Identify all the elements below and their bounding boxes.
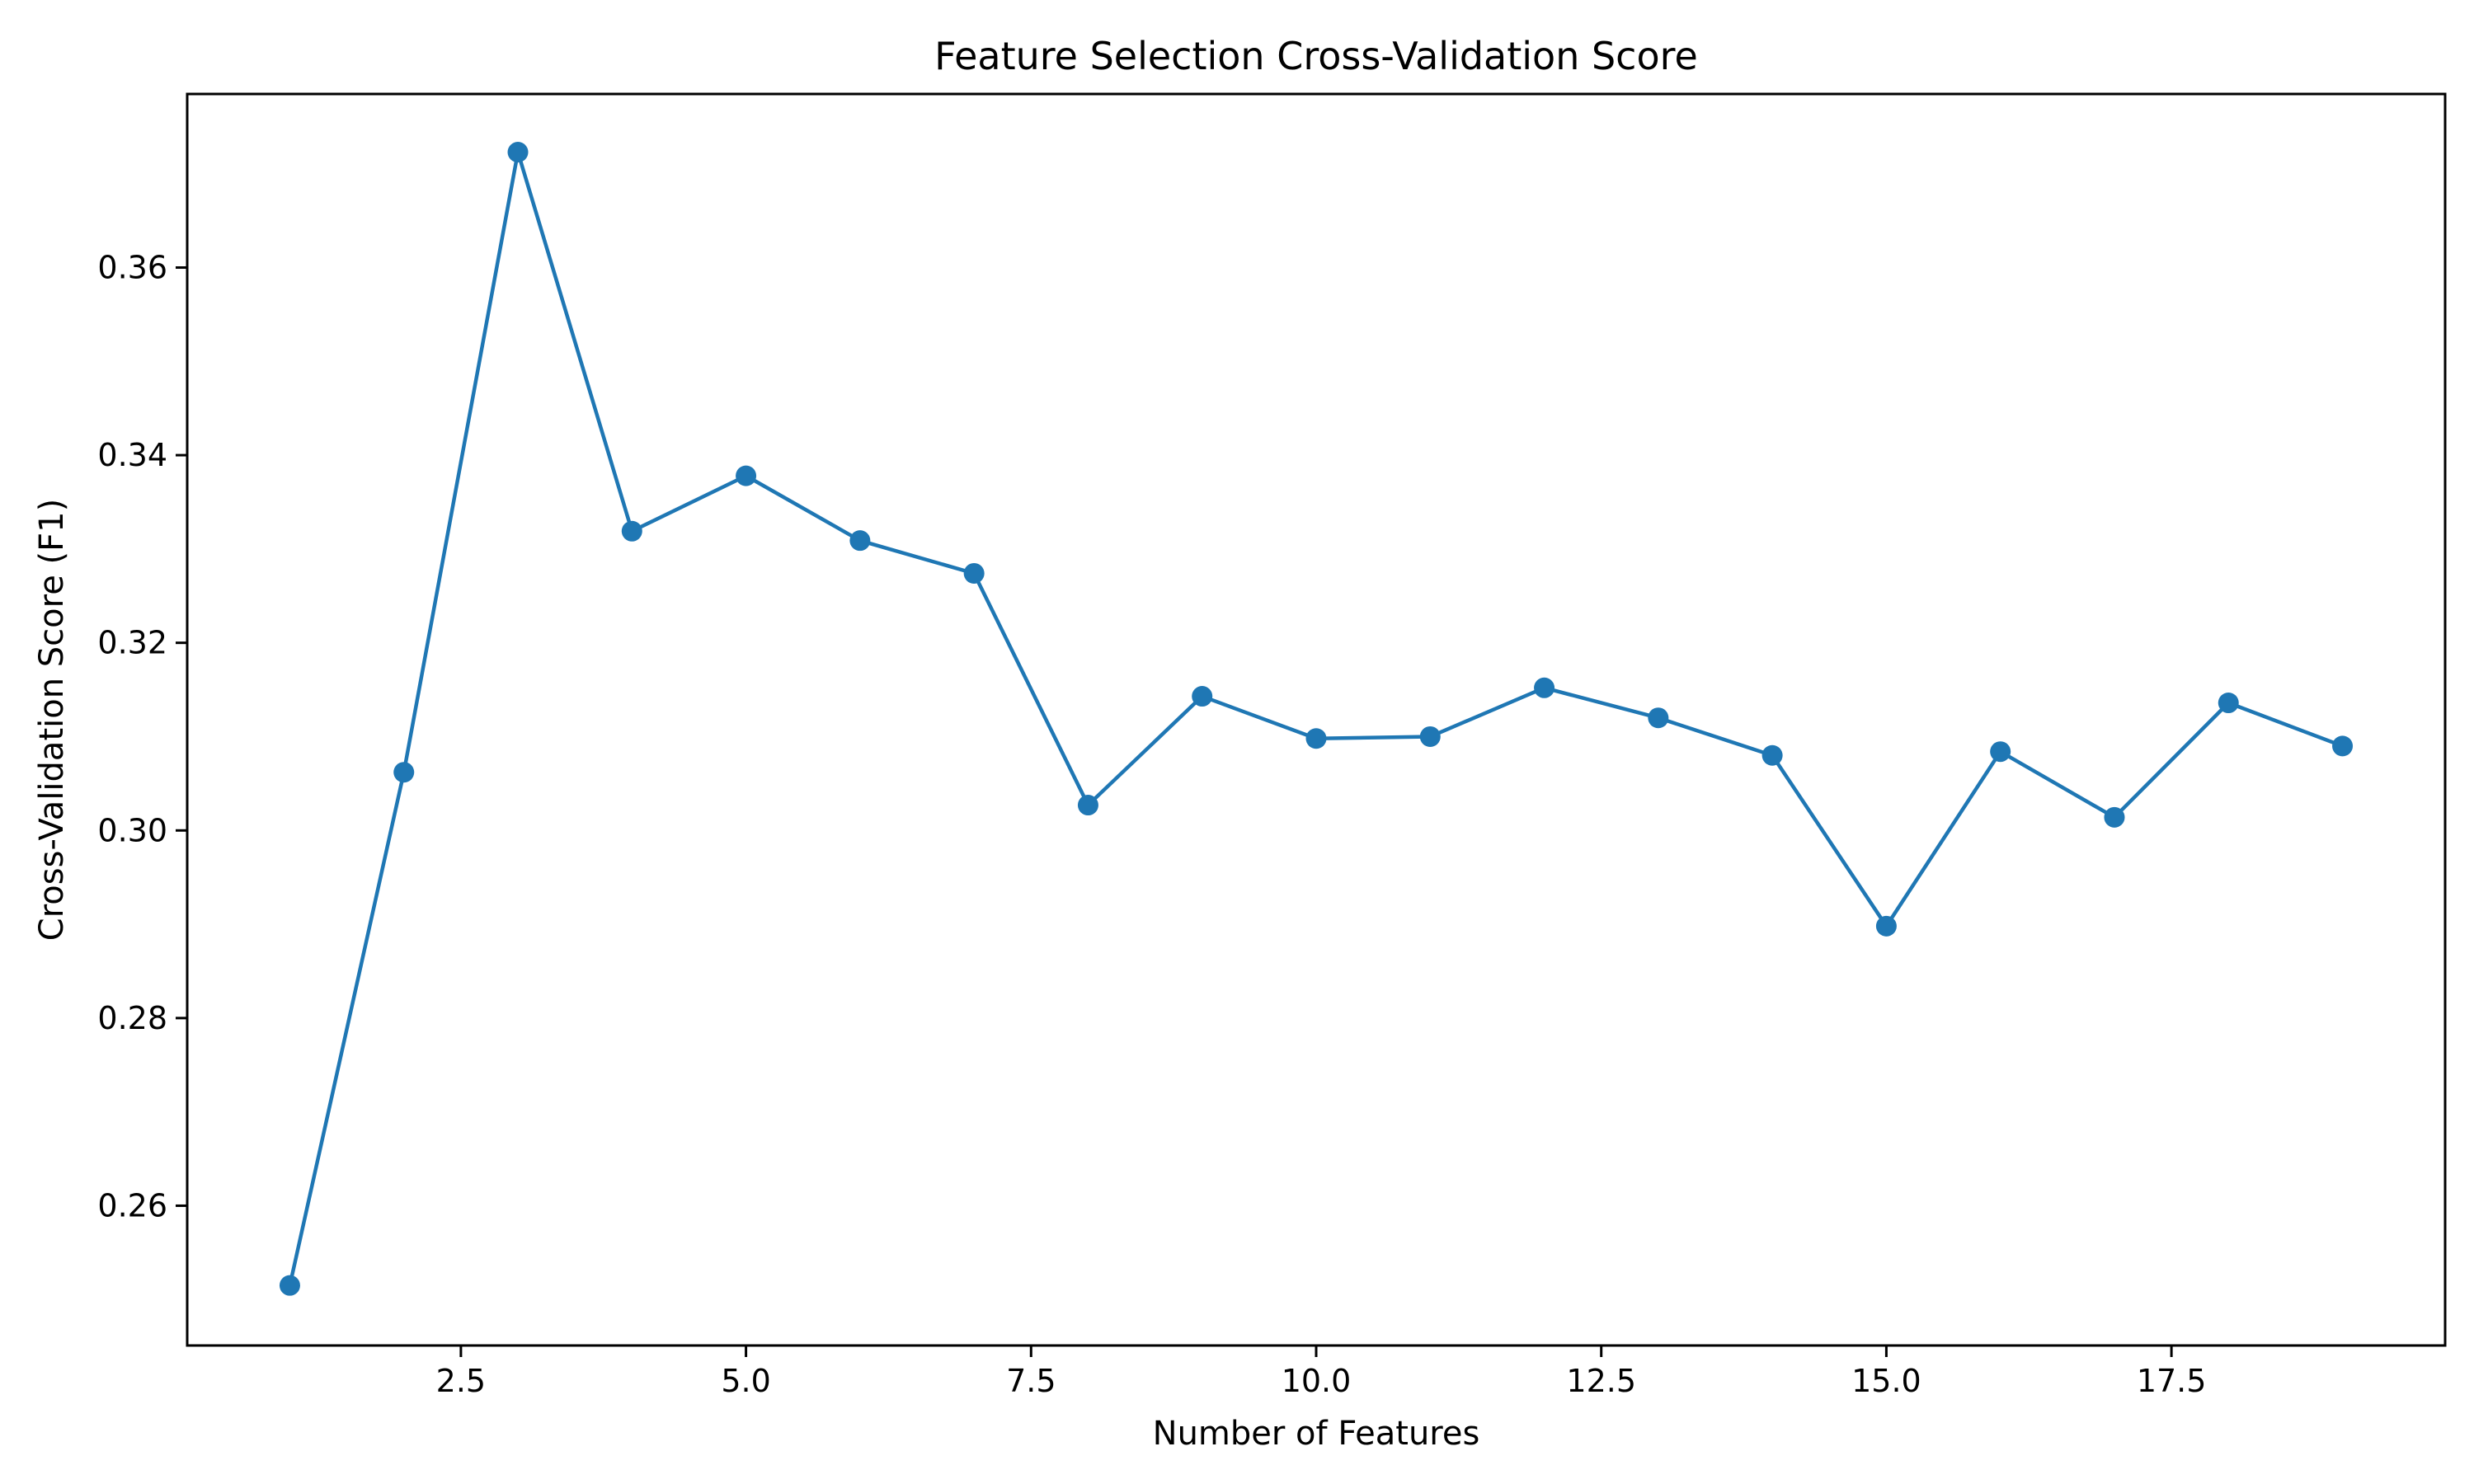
data-point <box>1419 726 1441 747</box>
chart-title: Feature Selection Cross-Validation Score <box>934 34 1698 78</box>
data-point <box>2218 693 2239 714</box>
data-point <box>1761 744 1783 766</box>
data-point <box>1648 707 1669 729</box>
y-axis-label: Cross-Validation Score (F1) <box>33 499 71 941</box>
data-point <box>1875 915 1897 937</box>
data-point <box>1305 728 1327 749</box>
y-tick-label: 0.30 <box>97 812 167 848</box>
y-tick-label: 0.32 <box>97 625 167 661</box>
x-tick-label: 10.0 <box>1282 1363 1352 1399</box>
x-tick-label: 5.0 <box>721 1363 770 1399</box>
data-point <box>1077 795 1098 816</box>
x-tick-label: 2.5 <box>436 1363 486 1399</box>
data-point <box>507 142 529 163</box>
data-point <box>2332 735 2354 757</box>
x-tick-label: 17.5 <box>2137 1363 2207 1399</box>
data-point <box>1534 677 1555 698</box>
x-tick-label: 15.0 <box>1851 1363 1921 1399</box>
x-tick-label: 12.5 <box>1566 1363 1636 1399</box>
y-tick-label: 0.34 <box>97 437 167 473</box>
data-point <box>393 762 415 783</box>
data-point <box>963 562 985 584</box>
data-point <box>2104 806 2125 828</box>
data-point <box>621 520 642 542</box>
y-tick-label: 0.26 <box>97 1187 167 1223</box>
x-axis-ticks: 2.5 5.0 7.5 10.0 12.5 15.0 17.5 <box>436 1345 2207 1399</box>
data-point <box>849 530 871 552</box>
data-point <box>1192 686 1213 707</box>
series-layer <box>279 142 2354 1296</box>
y-axis-ticks: 0.26 0.28 0.30 0.32 0.34 0.36 <box>97 250 187 1223</box>
y-tick-label: 0.28 <box>97 1000 167 1036</box>
y-tick-label: 0.36 <box>97 250 167 286</box>
data-point <box>1990 741 2011 763</box>
x-tick-label: 7.5 <box>1006 1363 1056 1399</box>
x-axis-label: Number of Features <box>1153 1415 1480 1453</box>
plot-area: 2.5 5.0 7.5 10.0 12.5 15.0 17.5 0.260.280.300.… <box>97 92 2447 1399</box>
axes-frame <box>186 92 2447 1347</box>
data-point <box>279 1275 300 1296</box>
data-point <box>736 465 757 486</box>
